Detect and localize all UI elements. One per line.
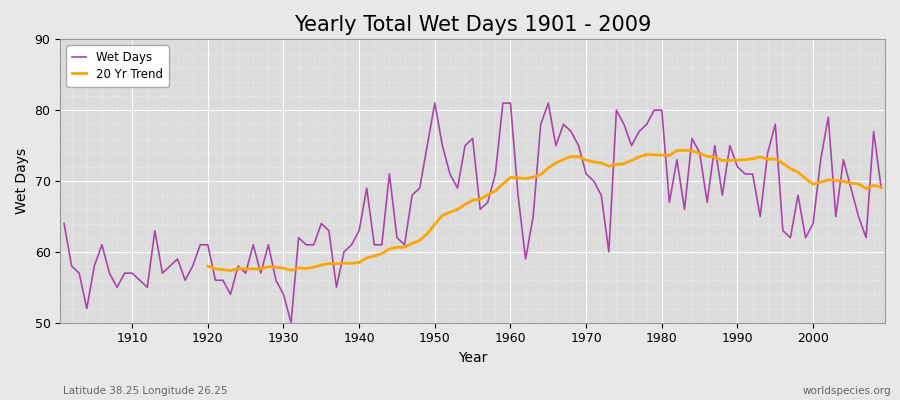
Wet Days [293, 235, 304, 240]
Wet Days [513, 193, 524, 198]
Wet Days [119, 271, 130, 276]
20 Yr Trend [202, 264, 213, 268]
20 Yr Trend [778, 161, 788, 166]
20 Yr Trend [225, 268, 236, 273]
Wet Days [429, 101, 440, 106]
20 Yr Trend [687, 148, 698, 153]
Line: 20 Yr Trend: 20 Yr Trend [208, 150, 881, 271]
Text: worldspecies.org: worldspecies.org [803, 386, 891, 396]
Line: Wet Days: Wet Days [64, 103, 881, 323]
20 Yr Trend [414, 238, 425, 243]
Wet Days [285, 320, 296, 325]
X-axis label: Year: Year [458, 351, 487, 365]
20 Yr Trend [876, 185, 886, 190]
20 Yr Trend [793, 170, 804, 174]
Legend: Wet Days, 20 Yr Trend: Wet Days, 20 Yr Trend [67, 45, 168, 86]
20 Yr Trend [860, 186, 871, 191]
Wet Days [338, 250, 349, 254]
20 Yr Trend [301, 266, 311, 271]
Text: Latitude 38.25 Longitude 26.25: Latitude 38.25 Longitude 26.25 [63, 386, 228, 396]
Y-axis label: Wet Days: Wet Days [15, 148, 29, 214]
20 Yr Trend [680, 148, 690, 153]
Title: Yearly Total Wet Days 1901 - 2009: Yearly Total Wet Days 1901 - 2009 [294, 15, 652, 35]
Wet Days [520, 256, 531, 261]
Wet Days [611, 108, 622, 112]
Wet Days [876, 186, 886, 190]
Wet Days [58, 221, 69, 226]
